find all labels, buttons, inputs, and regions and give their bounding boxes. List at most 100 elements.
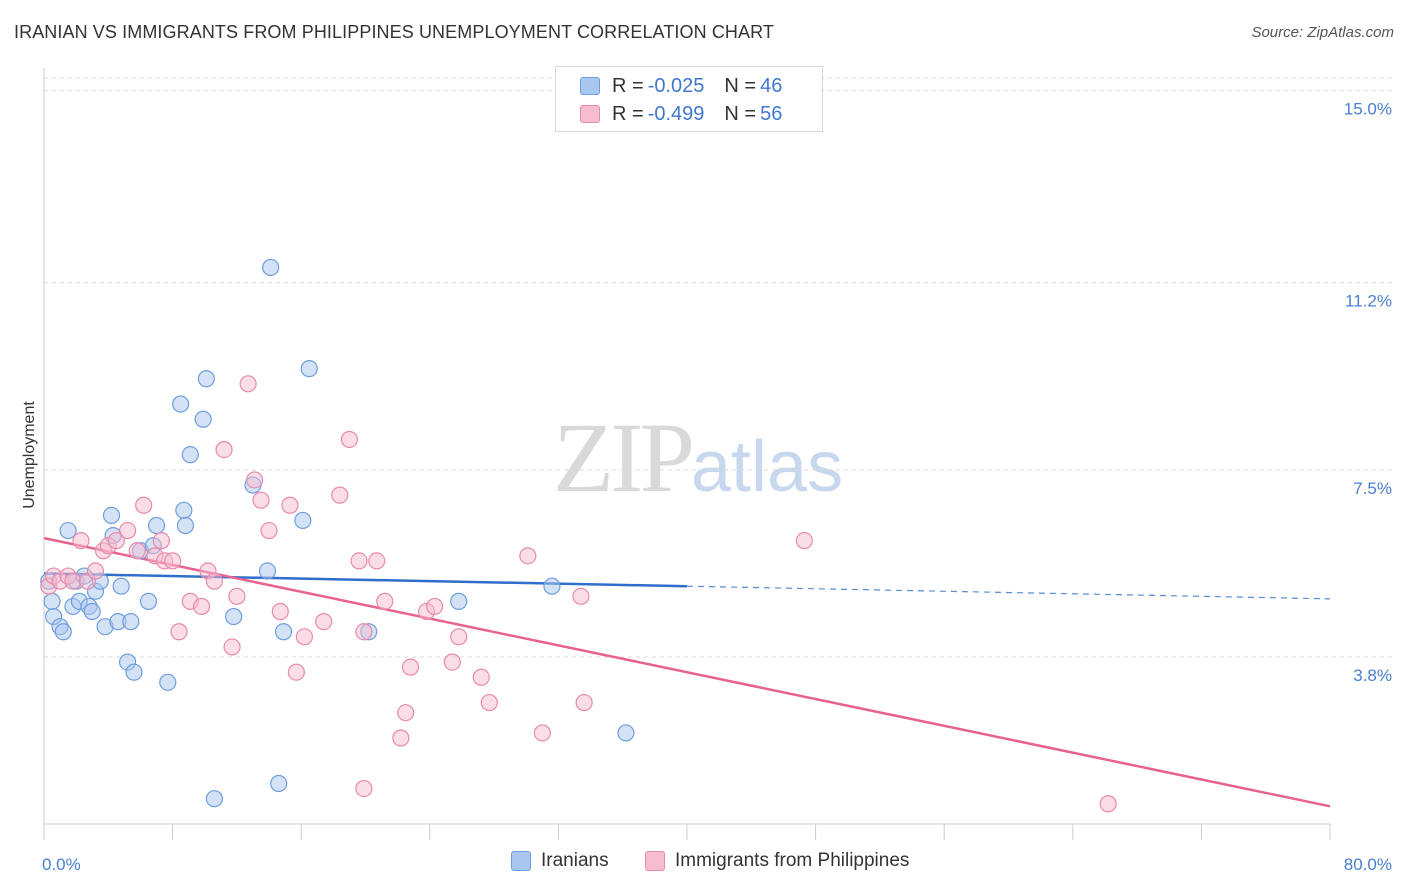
point-philippines: [519, 547, 537, 565]
point-philippines: [331, 486, 349, 504]
point-philippines: [239, 375, 257, 393]
point-philippines: [245, 471, 264, 489]
point-philippines: [315, 613, 333, 631]
point-philippines: [401, 658, 420, 676]
point-philippines: [533, 724, 551, 742]
point-philippines: [271, 602, 289, 621]
point-iranians: [59, 521, 77, 540]
x-tick-labels: 0.0% 80.0%: [42, 855, 1392, 874]
point-iranians: [147, 516, 166, 535]
point-philippines: [228, 587, 246, 605]
point-iranians: [197, 370, 215, 388]
y-axis-label: Unemployment: [21, 401, 38, 509]
legend-swatch-blue: [580, 77, 600, 95]
point-iranians: [270, 774, 288, 793]
point-philippines: [152, 532, 170, 550]
point-philippines: [164, 552, 182, 570]
axes: [43, 68, 1331, 840]
point-philippines: [215, 440, 233, 459]
point-philippines: [397, 704, 415, 722]
legend-n-value: 56: [760, 102, 783, 125]
point-iranians: [205, 790, 223, 808]
bottom-legend-label: Iranians: [541, 850, 609, 871]
point-philippines: [128, 542, 146, 560]
point-iranians: [83, 602, 101, 621]
point-philippines: [350, 552, 368, 570]
point-iranians: [294, 511, 312, 530]
trend-line-iranians-extension: [686, 585, 1331, 600]
legend-row-philippines: R = -0.499 N = 56: [580, 101, 782, 127]
point-philippines: [192, 597, 211, 616]
legend-r-value: -0.499: [647, 102, 705, 125]
bottom-legend-iranians: Iranians: [511, 850, 609, 872]
point-philippines: [86, 562, 105, 580]
data-points: [40, 258, 1117, 813]
point-philippines: [575, 693, 593, 712]
trend-line-philippines: [43, 536, 1331, 808]
bottom-legend-label: Immigrants from Philippines: [675, 850, 910, 871]
point-iranians: [274, 623, 293, 641]
legend-r-label: R =: [612, 102, 644, 125]
point-philippines: [426, 597, 444, 616]
point-philippines: [118, 521, 137, 540]
source-label: Source: ZipAtlas.com: [1251, 24, 1394, 41]
point-philippines: [72, 532, 90, 550]
point-philippines: [392, 729, 410, 747]
point-iranians: [125, 663, 143, 681]
y-tick-label: 7.5%: [1353, 479, 1392, 498]
point-iranians: [122, 613, 140, 631]
point-philippines: [572, 587, 590, 605]
point-philippines: [340, 430, 359, 449]
legend-swatch-pink: [580, 105, 600, 123]
point-iranians: [43, 592, 61, 610]
point-iranians: [617, 724, 635, 742]
point-philippines: [205, 572, 223, 590]
point-iranians: [112, 577, 130, 595]
point-iranians: [258, 562, 277, 580]
point-iranians: [194, 410, 212, 428]
legend-n-label: N =: [724, 74, 757, 97]
watermark: ZIPatlas: [553, 400, 843, 515]
point-philippines: [480, 693, 498, 712]
point-iranians: [450, 592, 468, 610]
y-tick-labels: 3.8% 7.5% 11.2% 15.0%: [1344, 99, 1392, 685]
point-philippines: [223, 638, 241, 656]
point-philippines: [376, 592, 394, 610]
point-philippines: [287, 663, 305, 681]
point-philippines: [135, 496, 153, 514]
watermark-atlas: atlas: [691, 427, 844, 507]
point-philippines: [252, 491, 270, 509]
point-philippines: [355, 623, 373, 641]
bottom-legend-swatch-pink: [645, 851, 665, 871]
legend-r-value: -0.025: [647, 74, 705, 97]
point-iranians: [159, 673, 177, 691]
point-philippines: [107, 532, 125, 550]
legend-n-label: N =: [724, 102, 757, 125]
y-tick-label: 3.8%: [1353, 666, 1392, 685]
point-philippines: [64, 572, 82, 590]
point-iranians: [54, 623, 72, 641]
legend-n-value: 46: [760, 74, 783, 97]
point-philippines: [443, 653, 461, 671]
point-philippines: [260, 521, 278, 540]
y-tick-label: 15.0%: [1344, 99, 1392, 118]
point-philippines: [450, 628, 468, 646]
y-tick-label: 11.2%: [1345, 292, 1392, 311]
point-philippines: [355, 779, 373, 798]
grid-lines: [44, 77, 1392, 658]
point-iranians: [300, 360, 318, 378]
point-iranians: [175, 501, 193, 519]
point-iranians: [172, 395, 190, 413]
trend-line-iranians: [43, 572, 688, 588]
point-philippines: [1099, 795, 1117, 813]
legend-r-label: R =: [612, 74, 644, 97]
x-tick-label: 80.0%: [1344, 855, 1392, 874]
point-iranians: [543, 577, 561, 595]
point-philippines: [368, 552, 386, 570]
legend-row-iranians: R = -0.025 N = 46: [580, 73, 782, 99]
point-iranians: [225, 607, 243, 626]
correlation-legend: R = -0.025 N = 46 R = -0.499 N = 56: [555, 66, 823, 132]
point-philippines: [795, 532, 813, 550]
bottom-legend-swatch-blue: [511, 851, 531, 871]
point-philippines: [281, 496, 299, 514]
